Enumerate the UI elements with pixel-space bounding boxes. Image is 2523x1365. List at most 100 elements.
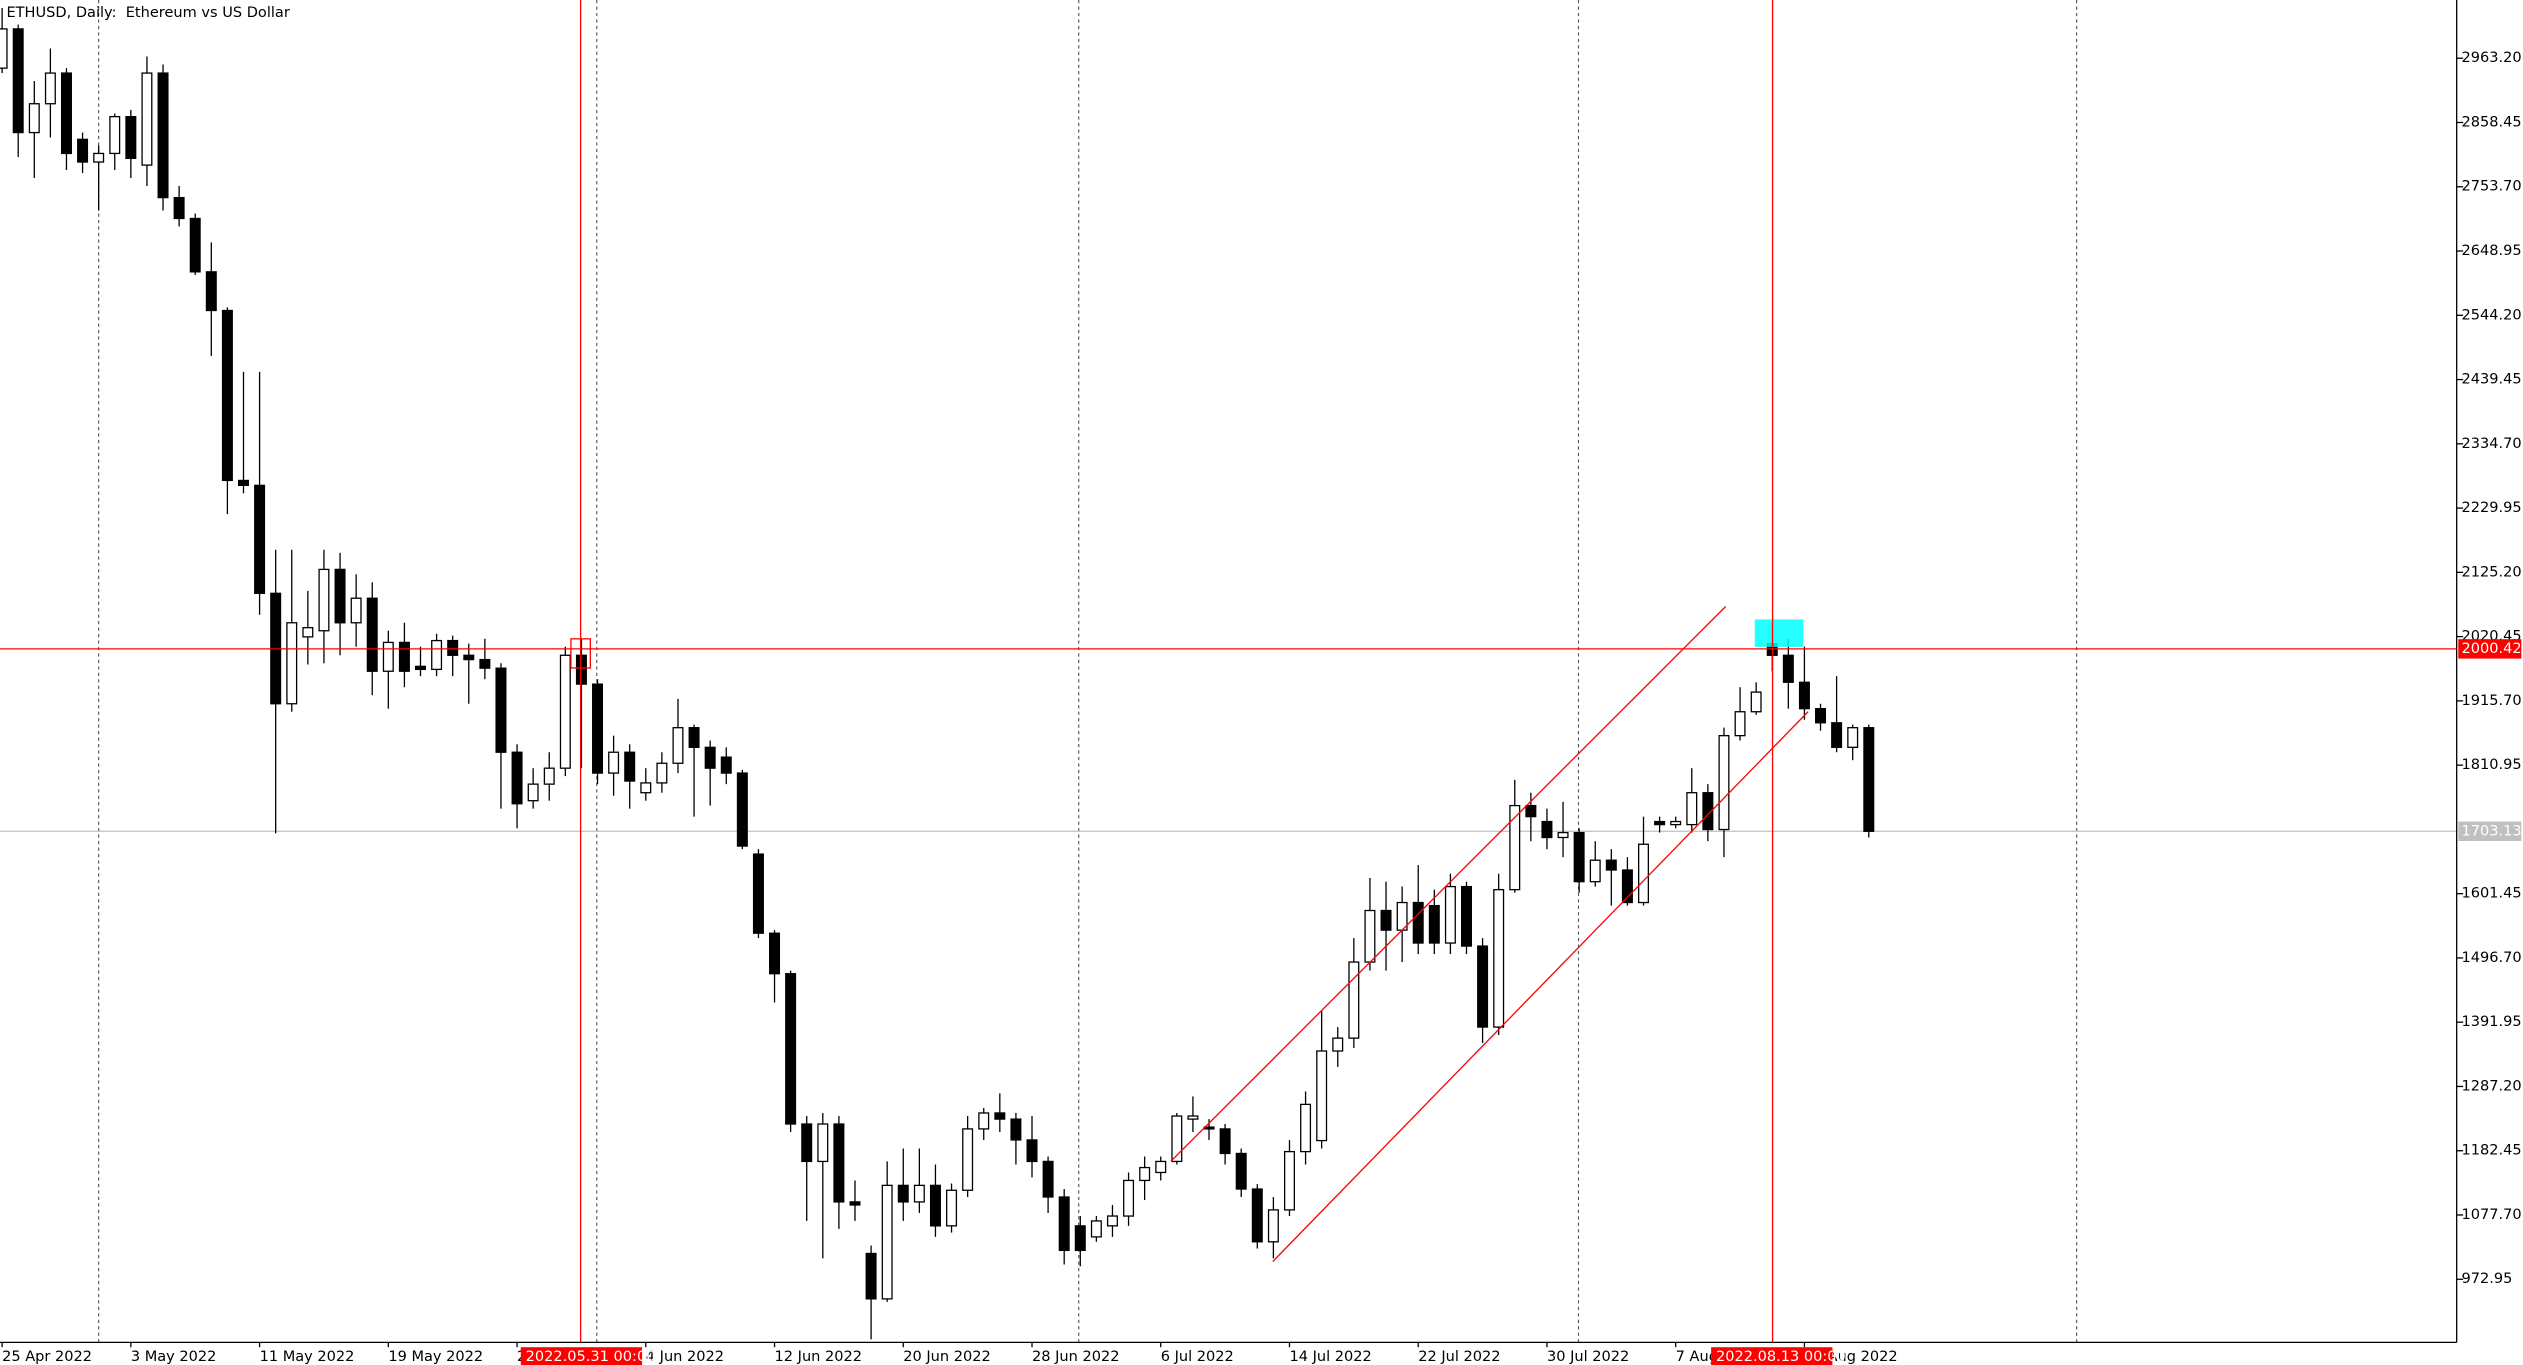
candle-body (366, 597, 378, 672)
y-tick-label: 1077.70 (2462, 1206, 2522, 1223)
candle-body (897, 1184, 909, 1203)
candle-body (1106, 1215, 1118, 1227)
x-tick-label: 25 Apr 2022 (2, 1348, 92, 1365)
candle-body (833, 1123, 845, 1203)
candle-body (1605, 859, 1617, 871)
candle-body (881, 1184, 893, 1300)
x-tick-label: 30 Jul 2022 (1547, 1348, 1629, 1365)
date-label-bg (520, 1347, 643, 1365)
candle-body (382, 641, 394, 672)
y-tick-label: 972.95 (2462, 1270, 2513, 1287)
chart-title: ETHUSD, Daily: Ethereum vs US Dollar (6, 4, 289, 21)
y-tick-label: 2858.45 (2462, 113, 2522, 130)
candle-body (1187, 1115, 1199, 1120)
candle-body (865, 1252, 877, 1300)
candle-body (1621, 869, 1633, 904)
candle-body (237, 479, 249, 486)
candle-body (962, 1128, 974, 1191)
candles (0, 8, 1875, 1340)
candle-body (978, 1112, 990, 1130)
candle-body (1139, 1166, 1151, 1182)
candle-body (1235, 1152, 1247, 1190)
candle-body (1090, 1220, 1102, 1238)
candle-body (1654, 820, 1666, 826)
candle-body (109, 115, 121, 155)
candle-body (12, 28, 24, 134)
x-tick-label: 11 May 2022 (260, 1348, 355, 1365)
candle-body (1734, 711, 1746, 737)
candle-body (946, 1189, 958, 1227)
candle-body (559, 654, 571, 769)
candle-body (608, 751, 620, 774)
candle-body (141, 72, 153, 166)
candle-body (624, 751, 636, 782)
candle-body (1364, 909, 1376, 963)
candle-body (1074, 1225, 1086, 1252)
candle-body (1026, 1139, 1038, 1163)
x-tick-label: 20 Jun 2022 (903, 1348, 991, 1365)
candle-body (752, 853, 764, 934)
y-tick-label: 1496.70 (2462, 949, 2522, 966)
trend-channel (1170, 606, 1809, 1262)
y-tick-label: 2648.95 (2462, 242, 2522, 259)
candle-body (0, 28, 8, 69)
x-tick-label: 6 Jul 2022 (1161, 1348, 1234, 1365)
candle-body (1058, 1196, 1070, 1252)
candle-body (511, 751, 523, 805)
last-price-label-bg (2458, 821, 2522, 841)
front-layer: 2000.42 1703.13 2022.05.31 00:00 2022.08.13… (0, 639, 2522, 1365)
candle-body (720, 756, 732, 774)
candle-body (495, 667, 507, 753)
candle-body (994, 1112, 1006, 1120)
candle-body (704, 746, 716, 769)
candle-body (1782, 654, 1794, 683)
candle-body (785, 973, 797, 1125)
candle-body (125, 115, 137, 159)
candle-body (736, 772, 748, 847)
candle-body (44, 72, 56, 105)
candle-body (1477, 945, 1489, 1028)
candle-body (302, 627, 314, 638)
candle-body (1670, 820, 1682, 826)
candle-body (318, 568, 330, 632)
candle-body (1412, 901, 1424, 944)
y-tick-label: 2753.70 (2462, 178, 2522, 195)
candle-body (1155, 1160, 1167, 1174)
candle-body (1573, 831, 1585, 883)
candle-body (350, 597, 362, 624)
last-price-label: 1703.13 (2462, 822, 2522, 839)
highlight-box (1754, 619, 1804, 647)
candle-body (1348, 961, 1360, 1039)
candle-body (1010, 1118, 1022, 1141)
candle-body (1042, 1160, 1054, 1198)
y-tick-label: 2334.70 (2462, 435, 2522, 452)
candle-body (286, 622, 298, 705)
y-tick-label: 1182.45 (2462, 1142, 2522, 1159)
candle-body (801, 1123, 813, 1163)
candle-body (640, 782, 652, 794)
candle-body (189, 217, 201, 273)
x-tick-label: 3 May 2022 (131, 1348, 217, 1365)
candle-body (398, 641, 410, 672)
y-tick-label: 2229.95 (2462, 499, 2522, 516)
candle-body (1798, 681, 1810, 710)
crosshair-price-label: 2000.42 (2462, 640, 2522, 657)
candle-body (656, 762, 668, 784)
candle-body (157, 72, 169, 199)
candle-body (1332, 1037, 1344, 1052)
candle-body (1509, 804, 1521, 891)
candle-body (672, 727, 684, 764)
candle-body (1460, 885, 1472, 947)
candle-body (1380, 909, 1392, 931)
candle-body (479, 658, 491, 669)
date-label-bg (1711, 1347, 1833, 1365)
candle-body (1219, 1128, 1231, 1155)
candle-body (1428, 904, 1440, 944)
candle-body (543, 767, 555, 785)
candle-body (93, 152, 105, 163)
y-tick-label: 1391.95 (2462, 1013, 2522, 1030)
candle-body (221, 309, 233, 482)
x-tick-label: 4 Jun 2022 (646, 1348, 724, 1365)
candle-body (1686, 792, 1698, 826)
